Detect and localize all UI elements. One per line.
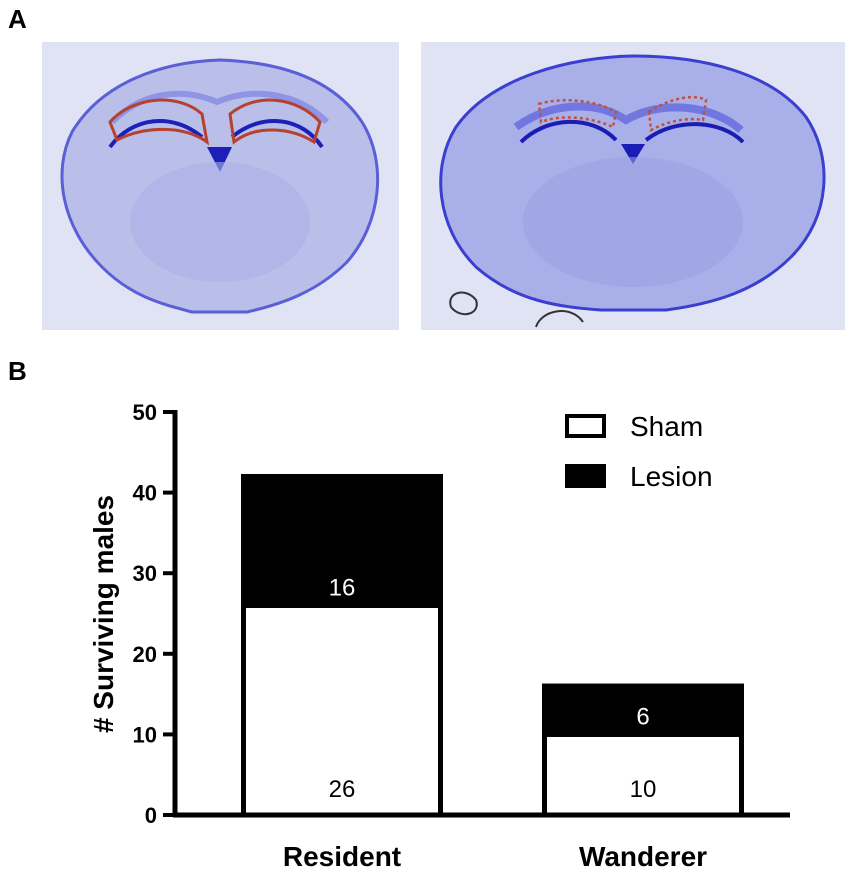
data-label-wanderer-lesion: 6 [636,703,649,730]
panel-b-label: B [8,356,27,386]
y-tick-label-0: 0 [145,803,157,828]
chart-legend: Sham Lesion [565,411,713,492]
bar-wanderer-sham [542,731,744,818]
chart-bars [241,473,744,818]
legend-swatch-lesion [565,464,606,488]
brain-section-lesion-image [421,42,845,330]
chart-data-labels: 26 16 10 6 [329,574,657,803]
y-tick-label-40: 40 [133,481,157,506]
y-tick-label-30: 30 [133,561,157,586]
x-category-label-wanderer: Wanderer [579,841,707,872]
y-axis-label: # Surviving males [88,495,119,733]
panel-a-label: A [8,4,27,34]
bar-wanderer-lesion [542,683,744,737]
data-label-resident-sham: 26 [329,776,356,803]
bar-resident-sham [241,602,443,818]
y-tick-label-50: 50 [133,400,157,425]
y-tick-label-20: 20 [133,642,157,667]
bar-resident-lesion [241,473,443,608]
y-tick-label-10: 10 [133,722,157,747]
x-category-label-resident: Resident [283,841,401,872]
legend-label-lesion: Lesion [630,461,713,492]
legend-swatch-sham [565,414,606,438]
brain-section-sham-image [42,42,399,330]
data-label-resident-lesion: 16 [329,574,356,601]
legend-label-sham: Sham [630,411,703,442]
data-label-wanderer-sham: 10 [630,776,657,803]
